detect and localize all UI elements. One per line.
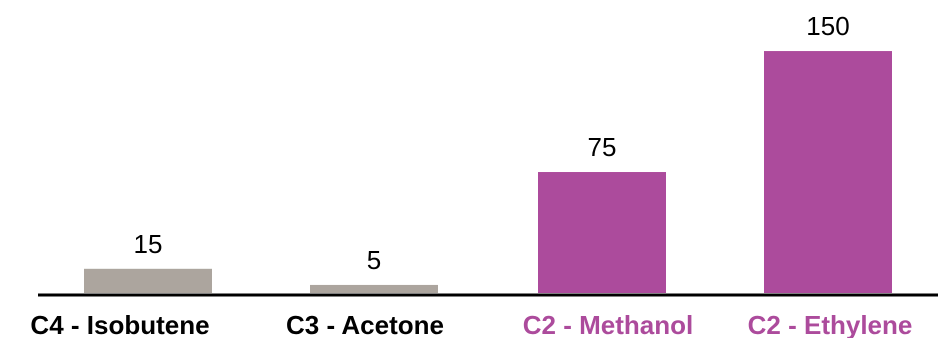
category-labels-group: C4 - Isobutene C3 - Acetone C2 - Methanol C…: [30, 310, 912, 338]
category-label-2: C3 - Acetone: [286, 310, 444, 338]
bars-group: [84, 51, 892, 293]
bar-4: [764, 51, 892, 293]
value-label-4: 150: [806, 11, 849, 41]
value-label-1: 15: [134, 229, 163, 259]
bar-1: [84, 268, 212, 293]
value-labels-group: 15 5 75 150: [134, 11, 850, 275]
category-label-3: C2 - Methanol: [523, 310, 693, 338]
category-label-4: C2 - Ethylene: [748, 310, 913, 338]
value-label-3: 75: [588, 132, 617, 162]
value-label-2: 5: [367, 245, 381, 275]
category-label-1: C4 - Isobutene: [30, 310, 209, 338]
bar-2: [310, 284, 438, 293]
bar-3: [538, 172, 666, 293]
